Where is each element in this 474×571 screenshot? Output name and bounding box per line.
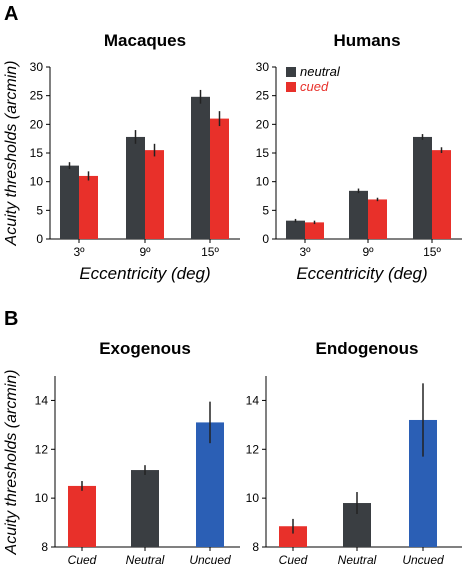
legend-label-cued: cued (300, 79, 329, 94)
y-tick-label: 12 (35, 442, 49, 456)
bar-cued (368, 199, 387, 239)
bar-neutral (286, 220, 305, 239)
x-tick-label: Neutral (338, 553, 377, 567)
chart-title: Macaques (104, 31, 186, 50)
chart-exogenous: Exogenous Acuity thresholds (arcmin) 8 10… (3, 339, 240, 567)
x-tick-label: 9º (139, 245, 151, 259)
x-tick-label: 9º (362, 245, 374, 259)
y-tick-label: 12 (246, 442, 260, 456)
bar-neutral (131, 470, 159, 547)
bar-cued (68, 485, 96, 547)
panel-letter-b: B (4, 308, 18, 330)
y-tick-label: 10 (30, 175, 44, 189)
bar-cued (145, 150, 164, 239)
bar-neutral (191, 96, 210, 240)
y-tick-label: 10 (35, 491, 49, 505)
y-tick-label: 0 (36, 232, 43, 246)
y-tick-label: 20 (30, 117, 44, 131)
y-tick-label: 10 (256, 175, 270, 189)
x-tick-label: Uncued (402, 553, 444, 567)
x-tick-label: 15º (201, 245, 219, 259)
y-tick-label: 25 (256, 89, 270, 103)
y-tick-label: 8 (252, 540, 259, 554)
chart-title: Humans (333, 31, 400, 50)
y-tick-label: 5 (262, 203, 269, 217)
y-tick-label: 30 (256, 60, 270, 74)
y-tick-label: 25 (30, 89, 44, 103)
x-tick-label: Cued (279, 553, 308, 567)
legend-swatch-neutral (286, 67, 296, 77)
bar-cued (305, 222, 324, 239)
x-tick-label: 15º (423, 245, 441, 259)
y-tick-label: 15 (256, 146, 270, 160)
bar-cued (432, 150, 451, 239)
chart-macaques: Macaques Acuity thresholds (arcmin) Ecce… (3, 31, 240, 283)
y-tick-label: 8 (41, 540, 48, 554)
chart-title: Endogenous (316, 339, 419, 358)
bar-neutral (60, 165, 79, 239)
legend: neutral cued (286, 64, 341, 94)
y-tick-label: 14 (246, 393, 260, 407)
x-tick-label: Neutral (126, 553, 165, 567)
bar-neutral (349, 190, 368, 239)
chart-title: Exogenous (99, 339, 191, 358)
y-tick-label: 10 (246, 491, 260, 505)
y-axis-label: Acuity thresholds (arcmin) (3, 61, 20, 247)
y-tick-label: 30 (30, 60, 44, 74)
y-tick-label: 14 (35, 393, 49, 407)
panel-letter-a: A (4, 3, 18, 25)
legend-label-neutral: neutral (300, 64, 341, 79)
x-tick-label: 3º (73, 245, 85, 259)
x-axis-label: Eccentricity (deg) (296, 264, 427, 283)
x-tick-label: Cued (68, 553, 97, 567)
bar-cued (79, 175, 98, 239)
chart-endogenous: Endogenous 8 10 12 14 Cued Neutral Uncued (246, 339, 462, 567)
x-axis-label: Eccentricity (deg) (79, 264, 210, 283)
bar-cued (279, 526, 307, 547)
bar-cued (210, 118, 229, 239)
y-tick-label: 15 (30, 146, 44, 160)
legend-swatch-cued (286, 82, 296, 92)
y-tick-label: 20 (256, 117, 270, 131)
y-axis-label: Acuity thresholds (arcmin) (3, 370, 20, 556)
x-tick-label: 3º (299, 245, 311, 259)
y-tick-label: 5 (36, 203, 43, 217)
bar-neutral (126, 136, 145, 239)
chart-humans: Humans Eccentricity (deg) neutral cued 0… (256, 31, 462, 283)
y-tick-label: 0 (262, 232, 269, 246)
x-tick-label: Uncued (189, 553, 231, 567)
bar-neutral (413, 136, 432, 239)
